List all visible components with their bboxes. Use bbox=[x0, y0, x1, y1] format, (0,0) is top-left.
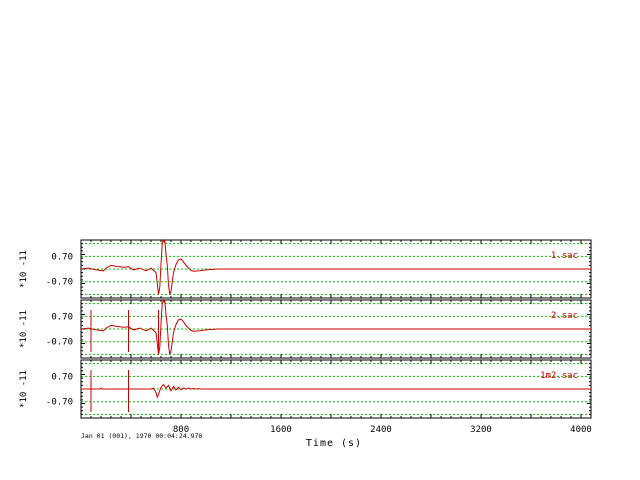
trace-line bbox=[80, 238, 591, 295]
trace-line bbox=[81, 383, 591, 399]
y-tick-label: 0.70 bbox=[51, 372, 73, 382]
x-tick-label: 2400 bbox=[370, 425, 392, 435]
y-tick-label: 0.70 bbox=[51, 252, 73, 262]
panel-3 bbox=[80, 359, 592, 419]
trace-filename: 2.sac bbox=[551, 311, 578, 321]
timestamp-label: Jan 01 (001), 1970 00:04:24.970 bbox=[81, 432, 202, 440]
y-tick-label: 0.70 bbox=[51, 312, 73, 322]
panel-1 bbox=[80, 238, 592, 299]
panel-2 bbox=[80, 298, 592, 359]
y-tick-label: -0.70 bbox=[46, 278, 73, 288]
x-axis-label: Time (s) bbox=[306, 438, 362, 449]
y-scale-label: *10 -11 bbox=[19, 310, 29, 348]
y-tick-label: -0.70 bbox=[46, 398, 73, 408]
y-scale-label: *10 -11 bbox=[19, 370, 29, 408]
x-tick-label: 3200 bbox=[470, 425, 492, 435]
x-tick-label: 1600 bbox=[270, 425, 292, 435]
x-tick-label: 4000 bbox=[570, 425, 592, 435]
y-tick-label: -0.70 bbox=[46, 338, 73, 348]
x-tick-label: 800 bbox=[173, 425, 189, 435]
trace-filename: 1m2.sac bbox=[540, 371, 578, 381]
trace-filename: 1.sac bbox=[551, 251, 578, 261]
y-scale-label: *10 -11 bbox=[19, 250, 29, 288]
trace-line bbox=[80, 298, 591, 355]
